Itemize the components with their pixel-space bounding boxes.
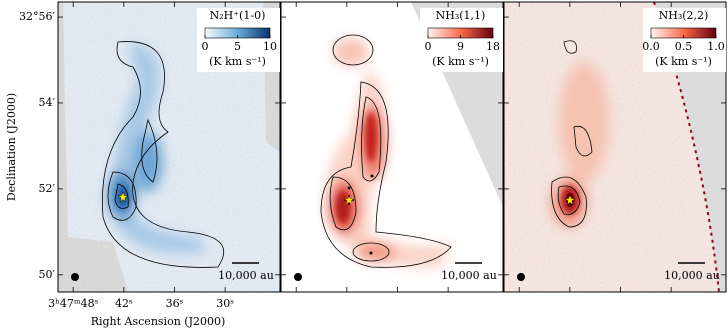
colorbar-unit: (K km s⁻¹) [209,55,266,68]
colorbar-tick-label: 0.5 [675,40,693,53]
colorbar-tick-label: 0.0 [642,40,660,53]
panel-title: NH₃(1,1) [436,9,486,22]
x-tick-label: 3ʰ47ᵐ48ˢ [48,297,98,310]
y-tick-label: 54′ [39,96,56,109]
colorbar-tick-label: 0 [425,40,432,53]
y-tick-label: 50′ [39,268,56,281]
scale-bar-label: 10,000 au [218,269,274,282]
colorbar-unit: (K km s⁻¹) [432,55,489,68]
colorbar-tick-label: 18 [486,40,500,53]
x-tick-label: 30ˢ [216,297,234,310]
colorbar-unit: (K km s⁻¹) [655,55,712,68]
colorbar-tick-label: 1.0 [707,40,725,53]
x-tick-label: 36ˢ [166,297,184,310]
colorbar-background [197,8,280,72]
colorbar-tick-label: 10 [263,40,277,53]
colorbar-tick-label: 0 [202,40,209,53]
x-tick-label: 42ˢ [115,297,133,310]
y-tick-label: 52′ [39,182,56,195]
x-axis-label: Right Ascension (J2000) [91,315,226,328]
y-tick-label: 32°56′ [19,10,55,23]
colorbar-tick-label: 5 [234,40,241,53]
scale-bar-label: 10,000 au [664,269,720,282]
colorbar-tick-label: 9 [457,40,464,53]
colorbar-background [643,8,726,72]
y-axis-label: Declination (J2000) [5,93,18,201]
annotations: 3ʰ47ᵐ48ˢ 42ˢ 36ˢ 30ˢ 32°56′ 54′ 52′ 50′ N₂H⁺(1-0… [5,2,726,328]
colorbar-background [420,8,503,72]
panel-title: N₂H⁺(1-0) [210,9,266,22]
scale-bar-label: 10,000 au [441,269,497,282]
panel-title: NH₃(2,2) [659,9,709,22]
panel-image [504,2,726,292]
markers [57,1,727,293]
